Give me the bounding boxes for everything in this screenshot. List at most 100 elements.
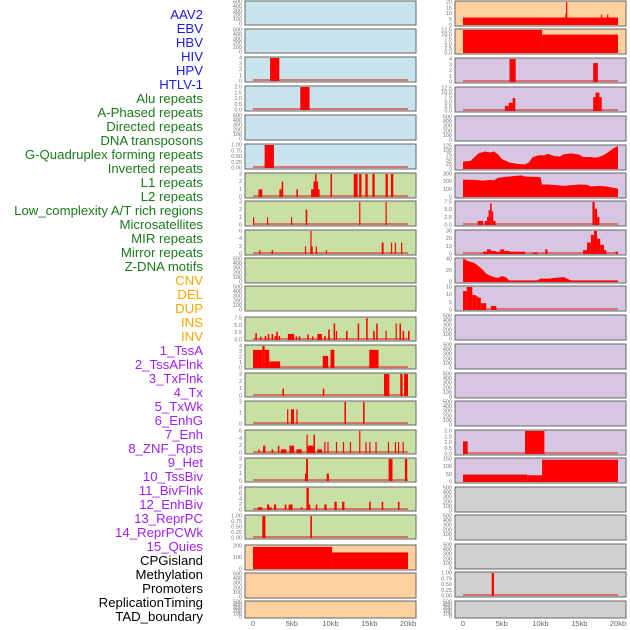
y-tick-label: 0.0: [234, 108, 242, 114]
panel-background: [454, 486, 627, 513]
y-tick-label: 400: [233, 4, 242, 10]
data-bar: [267, 333, 270, 340]
y-tick-label: 0: [239, 50, 242, 56]
y-tick-label: 0: [449, 337, 452, 343]
data-bar: [365, 174, 368, 197]
y-tick-label: 400: [443, 119, 452, 125]
data-bar: [508, 102, 513, 111]
panel-background: [244, 600, 417, 619]
y-tick-label: 2.5: [444, 215, 452, 221]
data-bar: [287, 409, 289, 424]
y-tick-label: 500: [233, 572, 242, 578]
data-bar: [311, 189, 314, 197]
y-tick-label: 25: [446, 162, 452, 168]
y-tick-label: 100: [443, 418, 452, 424]
x-tick-label: 5kb: [496, 619, 508, 628]
data-bar: [322, 355, 329, 368]
data-bar: [284, 504, 287, 510]
track-label: L2 repeats: [140, 189, 203, 204]
data-bar: [253, 546, 333, 569]
y-tick-label: 0.75: [441, 576, 452, 582]
y-tick-label: 200: [443, 556, 452, 562]
data-bar: [359, 174, 362, 197]
y-tick-label: 100: [233, 17, 242, 23]
data-bar: [301, 507, 303, 510]
track-label: Methylation: [135, 567, 203, 582]
data-bar: [402, 330, 405, 340]
y-tick-label: 0: [449, 23, 452, 29]
y-tick-label: 20: [446, 0, 452, 6]
left-virus-panel-4: 0.00.51.01.52.0: [234, 85, 417, 114]
y-tick-label: 200: [443, 385, 452, 391]
data-bar: [500, 249, 505, 254]
y-tick-label: 7.5: [234, 316, 242, 322]
data-bar: [353, 174, 358, 197]
data-bar: [399, 323, 402, 340]
y-tick-label: 5: [449, 17, 452, 23]
x-tick-label: 15kb: [361, 619, 377, 628]
data-bar: [363, 402, 365, 424]
data-bar: [296, 449, 302, 453]
data-bar: [304, 473, 307, 481]
y-tick-label: 1.0: [444, 440, 452, 446]
data-bar: [487, 216, 489, 225]
data-bar: [509, 251, 516, 254]
data-bar: [259, 189, 263, 197]
data-bar: [264, 145, 274, 168]
y-tick-label: 0: [449, 423, 452, 429]
data-bar: [463, 474, 528, 482]
data-bar: [604, 250, 607, 254]
area-series: [463, 175, 618, 197]
data-bar: [307, 334, 309, 340]
right-r-panel-10: 0 20 40: [446, 257, 627, 286]
x-tick-label: 10kb: [532, 619, 548, 628]
y-tick-label: 100: [443, 361, 452, 367]
data-bar: [463, 17, 618, 25]
y-tick-label: 400: [443, 404, 452, 410]
y-tick-label: 0: [239, 394, 242, 400]
y-tick-label: 0: [239, 223, 242, 229]
y-tick-label: 0: [239, 79, 242, 85]
data-bar: [385, 174, 388, 197]
y-tick-label: 200: [443, 499, 452, 505]
y-tick-label: 12.5: [441, 28, 452, 34]
data-bar: [259, 250, 261, 254]
y-tick-label: 300: [233, 266, 242, 272]
track-label: ReplicationTiming: [98, 595, 203, 610]
y-tick-label: 200: [233, 609, 242, 615]
panel-background: [454, 372, 627, 399]
track-label: INS: [181, 315, 203, 330]
data-bar: [290, 409, 295, 424]
y-tick-label: 400: [443, 376, 452, 382]
data-bar: [369, 349, 379, 368]
y-tick-label: 2.0: [234, 85, 242, 91]
data-bar: [385, 202, 387, 225]
y-tick-label: 0: [239, 252, 242, 258]
y-tick-label: 300: [443, 172, 452, 178]
data-bar: [488, 210, 491, 225]
data-bar: [325, 250, 328, 254]
y-tick-label: 0.5: [234, 102, 242, 108]
data-bar: [600, 244, 605, 254]
y-tick-label: 1: [239, 187, 242, 193]
y-tick-label: 3: [239, 172, 242, 178]
data-bar: [600, 14, 603, 25]
y-tick-label: 5.0: [444, 41, 452, 47]
data-bar: [369, 501, 371, 510]
track-label: Low_complexity A/T rich regions: [14, 203, 203, 218]
y-tick-label: 400: [233, 603, 242, 609]
y-tick-label: 12.5: [441, 86, 452, 92]
y-tick-label: 6: [239, 429, 242, 435]
y-tick-label: 1: [239, 411, 242, 417]
y-tick-label: 3: [239, 349, 242, 355]
data-bar: [310, 231, 312, 254]
y-tick-label: 500: [233, 257, 242, 263]
track-label: 12_EnhBiv: [139, 497, 203, 512]
data-bar: [394, 442, 397, 453]
data-bar: [326, 473, 329, 481]
data-bar: [512, 98, 516, 111]
